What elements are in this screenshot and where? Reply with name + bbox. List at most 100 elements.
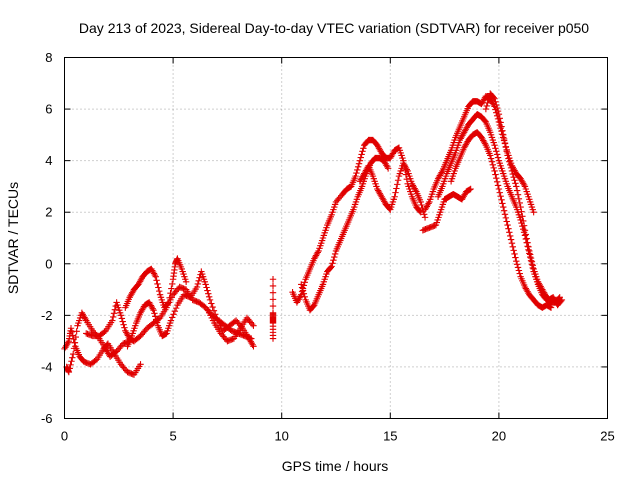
data-point (205, 293, 213, 300)
data-point (206, 296, 214, 304)
data-point (490, 94, 497, 101)
data-point (509, 243, 517, 250)
data-point (512, 254, 519, 261)
data-point (520, 181, 528, 189)
data-point (170, 311, 177, 318)
data-point (514, 264, 522, 271)
data-point (516, 270, 523, 277)
data-point (489, 161, 497, 168)
data-point (70, 345, 78, 352)
data-point (524, 239, 531, 246)
data-point (493, 151, 501, 158)
data-point (492, 145, 499, 152)
data-point (511, 177, 518, 184)
data-point (418, 201, 425, 209)
plot-frame (64, 57, 608, 419)
data-point (511, 250, 518, 258)
series-arc-14 (447, 129, 555, 311)
data-point (167, 317, 175, 324)
data-point (357, 154, 364, 161)
data-point (155, 284, 162, 291)
data-points (61, 90, 566, 378)
series-arc-7 (269, 276, 277, 342)
data-point (421, 214, 429, 221)
data-point (355, 160, 363, 167)
data-point (508, 239, 516, 247)
data-point (168, 285, 175, 292)
data-point (493, 101, 500, 109)
data-point (64, 339, 72, 346)
y-tick-label: 8 (45, 50, 52, 65)
data-point (172, 304, 180, 312)
data-point (327, 264, 334, 271)
data-point (72, 333, 79, 341)
data-point (495, 185, 503, 193)
data-point (492, 98, 499, 106)
data-point (300, 282, 308, 289)
data-point (509, 170, 517, 178)
y-tick-label: 0 (45, 256, 52, 271)
data-point (493, 178, 501, 185)
data-point (209, 303, 216, 311)
data-point (501, 211, 509, 218)
data-point (69, 332, 76, 339)
data-point (195, 277, 202, 285)
data-point (353, 169, 360, 177)
data-point (152, 273, 159, 280)
data-point (512, 180, 519, 187)
data-point (528, 258, 536, 265)
data-point (109, 317, 116, 324)
data-point (491, 95, 498, 102)
data-point (208, 300, 215, 307)
data-point (506, 232, 514, 240)
data-point (495, 111, 503, 118)
x-tick-label: 0 (61, 429, 68, 444)
data-point (152, 313, 159, 320)
data-point (212, 311, 219, 318)
data-point (412, 186, 419, 194)
data-point (500, 135, 508, 143)
data-point (250, 322, 257, 329)
data-point (515, 195, 523, 203)
data-point (523, 235, 530, 242)
data-point (153, 319, 161, 326)
data-point (118, 315, 126, 322)
data-point (497, 119, 504, 126)
data-point (500, 207, 508, 214)
data-point (210, 307, 218, 314)
data-point (393, 185, 400, 192)
data-point (71, 339, 79, 346)
data-point (68, 358, 75, 365)
data-point (484, 99, 491, 107)
data-point (151, 271, 159, 279)
data-point (394, 177, 402, 184)
data-point (151, 310, 158, 317)
data-point (425, 200, 432, 207)
data-point (169, 280, 176, 288)
data-point (481, 140, 489, 147)
data-point (515, 267, 523, 274)
data-point (329, 260, 336, 267)
data-point (269, 276, 277, 283)
data-point (518, 208, 525, 215)
data-point (513, 183, 520, 190)
data-point (487, 155, 495, 162)
data-point (482, 105, 490, 113)
x-axis-label: GPS time / hours (282, 458, 389, 474)
data-point (360, 145, 367, 152)
data-point (155, 287, 163, 295)
data-point (526, 247, 533, 255)
y-tick-label: -6 (41, 411, 53, 426)
data-point (204, 287, 211, 294)
data-point (498, 196, 505, 204)
data-point (492, 171, 499, 178)
data-point (502, 144, 510, 151)
data-point (519, 213, 526, 220)
data-point (109, 313, 117, 321)
series-arc-11 (419, 185, 474, 234)
data-point (331, 253, 338, 261)
data-point (491, 141, 498, 149)
data-point (269, 335, 277, 342)
data-point (557, 297, 565, 305)
